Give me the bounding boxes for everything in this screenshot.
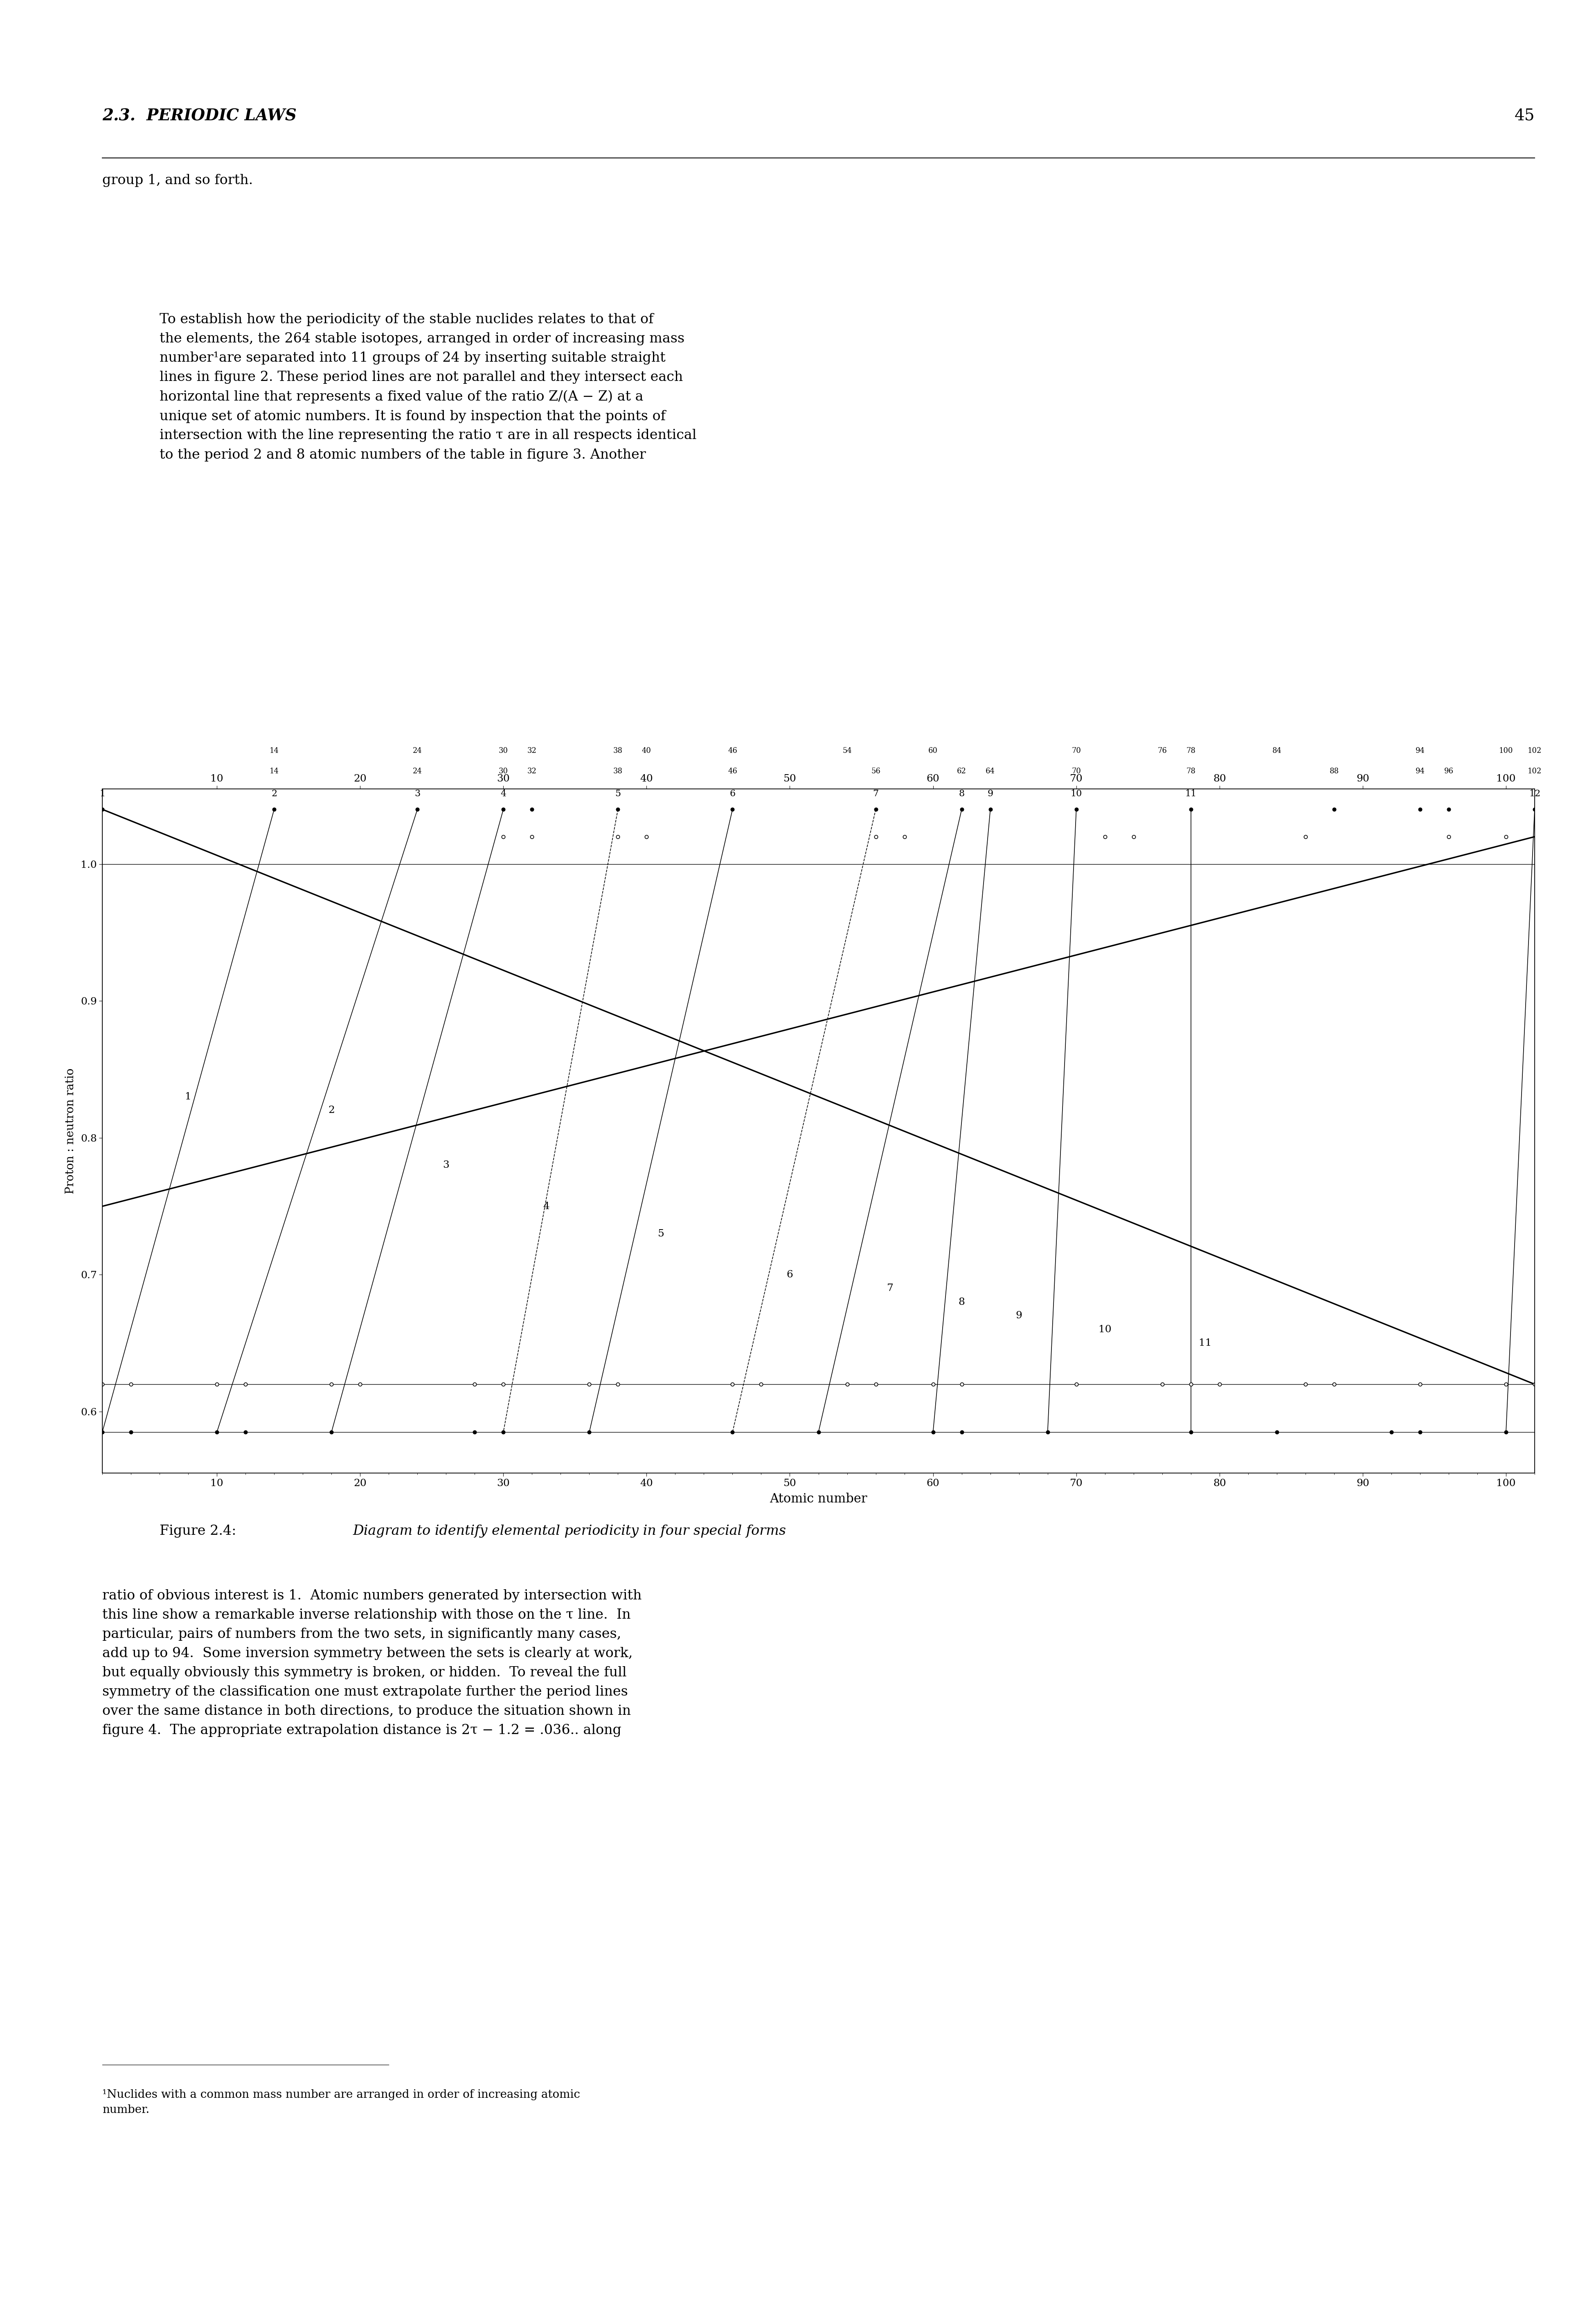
X-axis label: Atomic number: Atomic number <box>769 1492 867 1506</box>
Text: 102: 102 <box>1527 768 1542 775</box>
Text: 2: 2 <box>271 789 278 798</box>
Text: To establish how the periodicity of the stable nuclides relates to that of
the e: To establish how the periodicity of the … <box>160 313 696 462</box>
Text: 8: 8 <box>959 1297 966 1306</box>
Text: 70: 70 <box>1071 768 1080 775</box>
Text: 78: 78 <box>1186 768 1195 775</box>
Text: 24: 24 <box>413 747 421 754</box>
Text: 6: 6 <box>729 789 736 798</box>
Text: 32: 32 <box>527 747 536 754</box>
Text: 6: 6 <box>787 1269 793 1278</box>
Text: ratio of obvious interest is 1.  Atomic numbers generated by intersection with
t: ratio of obvious interest is 1. Atomic n… <box>102 1589 642 1738</box>
Text: 11: 11 <box>1199 1339 1211 1348</box>
Text: 14: 14 <box>270 768 279 775</box>
Y-axis label: Proton : neutron ratio: Proton : neutron ratio <box>65 1067 77 1195</box>
Text: 1: 1 <box>99 789 105 798</box>
Text: 9: 9 <box>988 789 993 798</box>
Text: 11: 11 <box>1186 789 1197 798</box>
Text: 46: 46 <box>728 768 737 775</box>
Text: 88: 88 <box>1329 768 1339 775</box>
Text: 70: 70 <box>1071 747 1080 754</box>
Text: 62: 62 <box>958 768 966 775</box>
Text: 2: 2 <box>329 1107 335 1116</box>
Text: 94: 94 <box>1416 768 1425 775</box>
Text: 2.3.  PERIODIC LAWS: 2.3. PERIODIC LAWS <box>102 109 297 123</box>
Text: 3: 3 <box>442 1160 450 1169</box>
Text: 8: 8 <box>959 789 964 798</box>
Text: 46: 46 <box>728 747 737 754</box>
Text: ¹Nuclides with a common mass number are arranged in order of increasing atomic
n: ¹Nuclides with a common mass number are … <box>102 2088 579 2116</box>
Text: 38: 38 <box>613 747 622 754</box>
Text: 54: 54 <box>843 747 852 754</box>
Text: Figure 2.4:: Figure 2.4: <box>160 1524 241 1538</box>
Text: 64: 64 <box>986 768 994 775</box>
Text: 30: 30 <box>498 768 508 775</box>
Text: 60: 60 <box>929 747 938 754</box>
Text: 5: 5 <box>614 789 621 798</box>
Text: 5: 5 <box>658 1230 664 1239</box>
Text: 84: 84 <box>1272 747 1282 754</box>
Text: 24: 24 <box>413 768 421 775</box>
Text: 10: 10 <box>1071 789 1082 798</box>
Text: 56: 56 <box>871 768 881 775</box>
Text: 32: 32 <box>527 768 536 775</box>
Text: 76: 76 <box>1157 747 1167 754</box>
Text: 3: 3 <box>415 789 420 798</box>
Text: 30: 30 <box>498 747 508 754</box>
Text: 94: 94 <box>1416 747 1425 754</box>
Text: 7: 7 <box>887 1283 894 1292</box>
Text: 12: 12 <box>1529 789 1540 798</box>
Text: 14: 14 <box>270 747 279 754</box>
Text: Diagram to identify elemental periodicity in four special forms: Diagram to identify elemental periodicit… <box>353 1524 787 1538</box>
Text: 1: 1 <box>185 1093 192 1102</box>
Text: 100: 100 <box>1499 747 1513 754</box>
Text: 40: 40 <box>642 747 651 754</box>
Text: 78: 78 <box>1186 747 1195 754</box>
Text: 9: 9 <box>1015 1311 1021 1320</box>
Text: 10: 10 <box>1098 1325 1111 1334</box>
Text: 102: 102 <box>1527 747 1542 754</box>
Text: 96: 96 <box>1444 768 1454 775</box>
Text: 4: 4 <box>501 789 506 798</box>
Text: 7: 7 <box>873 789 879 798</box>
Text: 45: 45 <box>1515 109 1535 123</box>
Text: group 1, and so forth.: group 1, and so forth. <box>102 174 252 188</box>
Text: 4: 4 <box>543 1202 549 1211</box>
Text: 38: 38 <box>613 768 622 775</box>
